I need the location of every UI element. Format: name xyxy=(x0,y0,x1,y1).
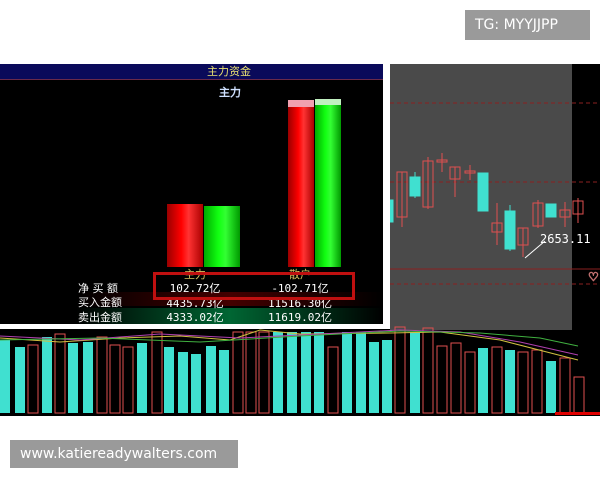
volume-bar xyxy=(122,346,134,414)
volume-bar xyxy=(559,357,571,414)
volume-bar xyxy=(68,343,78,413)
volume-bar xyxy=(15,347,25,413)
volume-bar xyxy=(478,348,488,413)
candle-body xyxy=(504,210,516,250)
main-sell-bar xyxy=(204,206,240,267)
volume-bar xyxy=(301,332,311,413)
panel-title: 主力资金 xyxy=(0,64,383,80)
volume-bar xyxy=(573,376,585,414)
volume-bar xyxy=(42,337,52,413)
volume-bar xyxy=(109,344,121,414)
retail-sell-bar xyxy=(315,99,341,267)
candle-body xyxy=(477,172,489,212)
volume-bar xyxy=(27,344,39,414)
retail-buy-bar xyxy=(288,100,314,267)
candle-body xyxy=(422,160,434,208)
volume-bar xyxy=(422,327,434,414)
volume-bar xyxy=(151,331,163,414)
volume-ma-line xyxy=(0,329,579,361)
volume-baseline xyxy=(555,412,600,415)
volume-bar xyxy=(436,345,448,414)
candle-body xyxy=(559,209,571,218)
candle-body xyxy=(517,227,529,246)
volume-bar xyxy=(273,332,283,413)
volume-bar xyxy=(450,342,462,414)
volume-bar xyxy=(382,340,392,413)
candle-body xyxy=(464,170,476,174)
volume-bar xyxy=(0,340,10,413)
candle-body xyxy=(436,159,448,163)
volume-bar xyxy=(258,331,270,414)
volume-bar xyxy=(356,332,366,413)
candle-body xyxy=(449,166,461,180)
volume-bar xyxy=(410,332,420,413)
volume-bar xyxy=(517,351,529,414)
row-label-sell: 卖出金额 xyxy=(78,311,122,324)
candle-body xyxy=(396,171,408,218)
net-main: 102.72亿 xyxy=(169,282,221,295)
candle-body xyxy=(491,222,503,233)
volume-bar xyxy=(505,350,515,413)
volume-bar xyxy=(232,331,244,414)
volume-bar xyxy=(327,346,339,414)
volume-bar xyxy=(342,332,352,413)
watermark-bottom: www.katiereadywalters.com xyxy=(10,440,238,468)
volume-bar xyxy=(96,336,108,414)
main-buy-bar xyxy=(167,204,203,267)
heart-icon: ♡ xyxy=(588,270,599,284)
volume-bar xyxy=(206,346,216,413)
volume-bar xyxy=(137,343,147,413)
row-label-net: 净 买 额 xyxy=(78,282,118,295)
watermark-top: TG: MYYJJPP xyxy=(465,10,590,40)
candle-body xyxy=(545,203,557,218)
low-price-label: 2653.11 xyxy=(540,232,591,246)
volume-bar xyxy=(394,326,406,414)
volume-bar xyxy=(314,332,324,413)
volume-bar xyxy=(83,342,93,413)
panel-subtitle: 主力 xyxy=(219,86,241,99)
volume-bar xyxy=(245,331,257,414)
volume-bar xyxy=(464,351,476,414)
volume-bar xyxy=(191,354,201,413)
main-fund-panel: 主力资金 主力 主力 散户 净 买 额 买入金额 卖出金额 102.72亿 -1… xyxy=(0,64,390,329)
buy-retail: 11516.30亿 xyxy=(268,297,332,310)
sell-retail: 11619.02亿 xyxy=(268,311,332,324)
volume-bar xyxy=(164,347,174,413)
row-label-buy: 买入金额 xyxy=(78,296,122,309)
volume-bar xyxy=(219,350,229,413)
volume-bar xyxy=(369,342,379,413)
volume-bar xyxy=(546,361,556,413)
candle-body xyxy=(409,176,421,197)
volume-bar xyxy=(54,333,66,414)
buy-main: 4435.73亿 xyxy=(166,297,224,310)
net-retail: -102.71亿 xyxy=(271,282,329,295)
sell-main: 4333.02亿 xyxy=(166,311,224,324)
volume-bar xyxy=(531,349,543,414)
volume-bar xyxy=(178,352,188,413)
volume-bar xyxy=(287,332,297,413)
volume-ma-line xyxy=(0,330,579,347)
highlight-box xyxy=(153,272,355,300)
candle-body xyxy=(532,202,544,227)
low-pointer xyxy=(524,240,546,259)
candle-body xyxy=(572,200,584,215)
volume-bar xyxy=(491,346,503,414)
